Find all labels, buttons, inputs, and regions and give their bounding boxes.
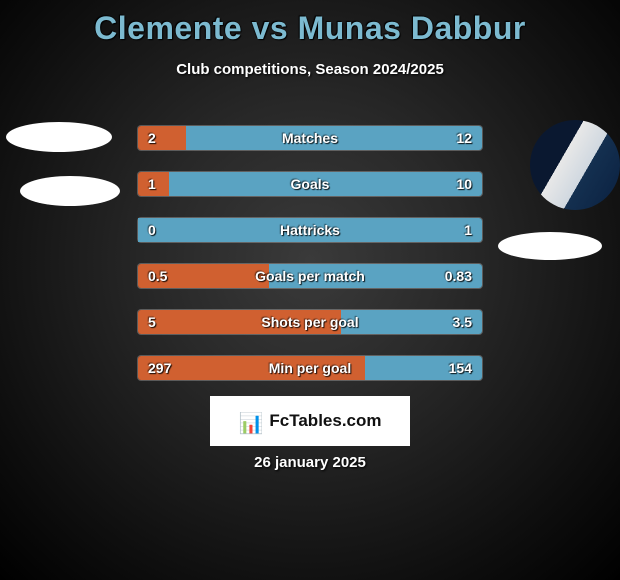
branding-badge: 📊 FcTables.com [210,396,410,446]
stat-row: 0.50.83Goals per match [138,264,482,288]
stat-label: Goals [138,172,482,196]
stat-row: 110Goals [138,172,482,196]
stats-panel: 212Matches 110Goals 01Hattricks 0.50.83Goal… [138,126,482,402]
stat-label: Matches [138,126,482,150]
decor-oval [6,122,112,152]
page-title: Clemente vs Munas Dabbur [0,0,620,47]
chart-icon: 📊 [238,411,263,436]
footer-date: 26 january 2025 [0,454,620,471]
stat-label: Goals per match [138,264,482,288]
stat-label: Hattricks [138,218,482,242]
stat-row: 01Hattricks [138,218,482,242]
subtitle: Club competitions, Season 2024/2025 [0,61,620,78]
stat-label: Shots per goal [138,310,482,334]
brand-text: FcTables.com [269,411,381,431]
stat-row: 53.5Shots per goal [138,310,482,334]
stat-label: Min per goal [138,356,482,380]
infographic: Clemente vs Munas Dabbur Club competitio… [0,0,620,580]
decor-oval [20,176,120,206]
stat-row: 297154Min per goal [138,356,482,380]
decor-oval [498,232,602,260]
stat-row: 212Matches [138,126,482,150]
player-avatar [530,120,620,210]
